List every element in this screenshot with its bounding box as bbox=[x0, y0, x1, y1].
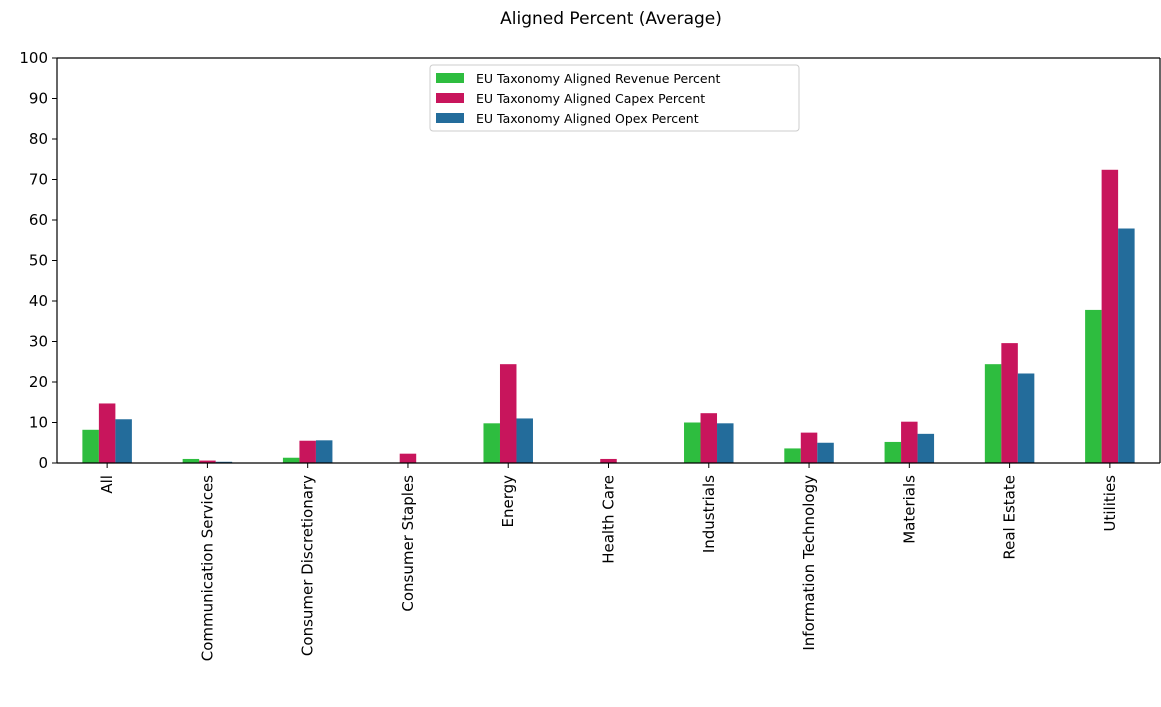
bar-1-real-estate bbox=[984, 364, 1002, 463]
bar-2-industrials bbox=[700, 413, 718, 463]
legend-swatch bbox=[436, 93, 464, 103]
bar-3-information-technology bbox=[817, 442, 834, 463]
x-tick-label: Real Estate bbox=[1001, 475, 1019, 560]
x-tick-label: Utilities bbox=[1101, 475, 1119, 532]
bar-1-energy bbox=[483, 423, 500, 463]
y-axis-ticks: 0 10 20 30 40 50 60 70 80 90 100 bbox=[19, 49, 57, 472]
bars-group bbox=[82, 169, 1135, 463]
bar-1-information-technology bbox=[784, 448, 801, 463]
bar-3-utilities bbox=[1118, 228, 1135, 463]
bar-3-industrials bbox=[717, 423, 734, 463]
x-tick-label: Consumer Discretionary bbox=[299, 475, 317, 656]
y-tick-label: 10 bbox=[29, 414, 48, 432]
bar-3-consumer-discretionary bbox=[315, 440, 333, 463]
bar-3-communication-services bbox=[215, 461, 233, 463]
y-tick-label: 60 bbox=[29, 211, 48, 229]
x-tick-label: Energy bbox=[499, 475, 517, 528]
y-tick-label: 0 bbox=[38, 454, 48, 472]
bar-2-all bbox=[98, 403, 116, 463]
bar-3-materials bbox=[917, 433, 935, 463]
y-tick-label: 20 bbox=[29, 373, 48, 391]
bar-3-all bbox=[115, 419, 132, 463]
y-tick-label: 90 bbox=[29, 90, 48, 108]
x-tick-label: Industrials bbox=[700, 475, 718, 553]
bar-2-information-technology bbox=[800, 432, 818, 463]
bar-2-health-care bbox=[600, 458, 617, 463]
bar-1-utilities bbox=[1085, 309, 1102, 463]
x-tick-label: All bbox=[98, 475, 116, 494]
legend-label: EU Taxonomy Aligned Capex Percent bbox=[476, 91, 705, 106]
y-tick-label: 50 bbox=[29, 252, 48, 270]
chart-title: Aligned Percent (Average) bbox=[500, 9, 722, 29]
bar-3-real-estate bbox=[1017, 373, 1035, 463]
y-tick-label: 70 bbox=[29, 171, 48, 189]
legend-label: EU Taxonomy Aligned Opex Percent bbox=[476, 111, 699, 126]
bar-1-industrials bbox=[684, 422, 701, 463]
bar-1-materials bbox=[884, 441, 902, 463]
x-tick-label: Materials bbox=[900, 475, 918, 544]
bar-1-all bbox=[82, 429, 99, 463]
y-tick-label: 30 bbox=[29, 333, 48, 351]
y-tick-label: 80 bbox=[29, 130, 48, 148]
legend-swatch bbox=[436, 113, 464, 123]
x-axis-ticks: All Communication Services Consumer Discre… bbox=[98, 463, 1119, 661]
bar-2-materials bbox=[901, 421, 918, 463]
bar-2-real-estate bbox=[1001, 343, 1018, 463]
legend-box bbox=[429, 64, 800, 132]
legend: EU Taxonomy Aligned Revenue Percent EU Ta… bbox=[429, 64, 800, 132]
y-tick-label: 40 bbox=[29, 292, 48, 310]
bar-2-consumer-staples bbox=[399, 453, 417, 463]
bar-2-energy bbox=[499, 364, 517, 463]
legend-swatch bbox=[436, 73, 464, 83]
bar-1-consumer-discretionary bbox=[282, 457, 300, 463]
x-tick-label: Information Technology bbox=[800, 475, 818, 651]
x-tick-label: Consumer Staples bbox=[399, 475, 417, 612]
bar-3-energy bbox=[516, 418, 533, 463]
bar-2-consumer-discretionary bbox=[299, 440, 316, 463]
bar-1-communication-services bbox=[182, 458, 200, 463]
bar-2-utilities bbox=[1101, 169, 1119, 463]
legend-label: EU Taxonomy Aligned Revenue Percent bbox=[476, 71, 721, 86]
x-tick-label: Health Care bbox=[600, 475, 618, 564]
bar-2-communication-services bbox=[199, 460, 216, 463]
y-tick-label: 100 bbox=[19, 49, 48, 67]
x-tick-label: Communication Services bbox=[198, 475, 216, 661]
